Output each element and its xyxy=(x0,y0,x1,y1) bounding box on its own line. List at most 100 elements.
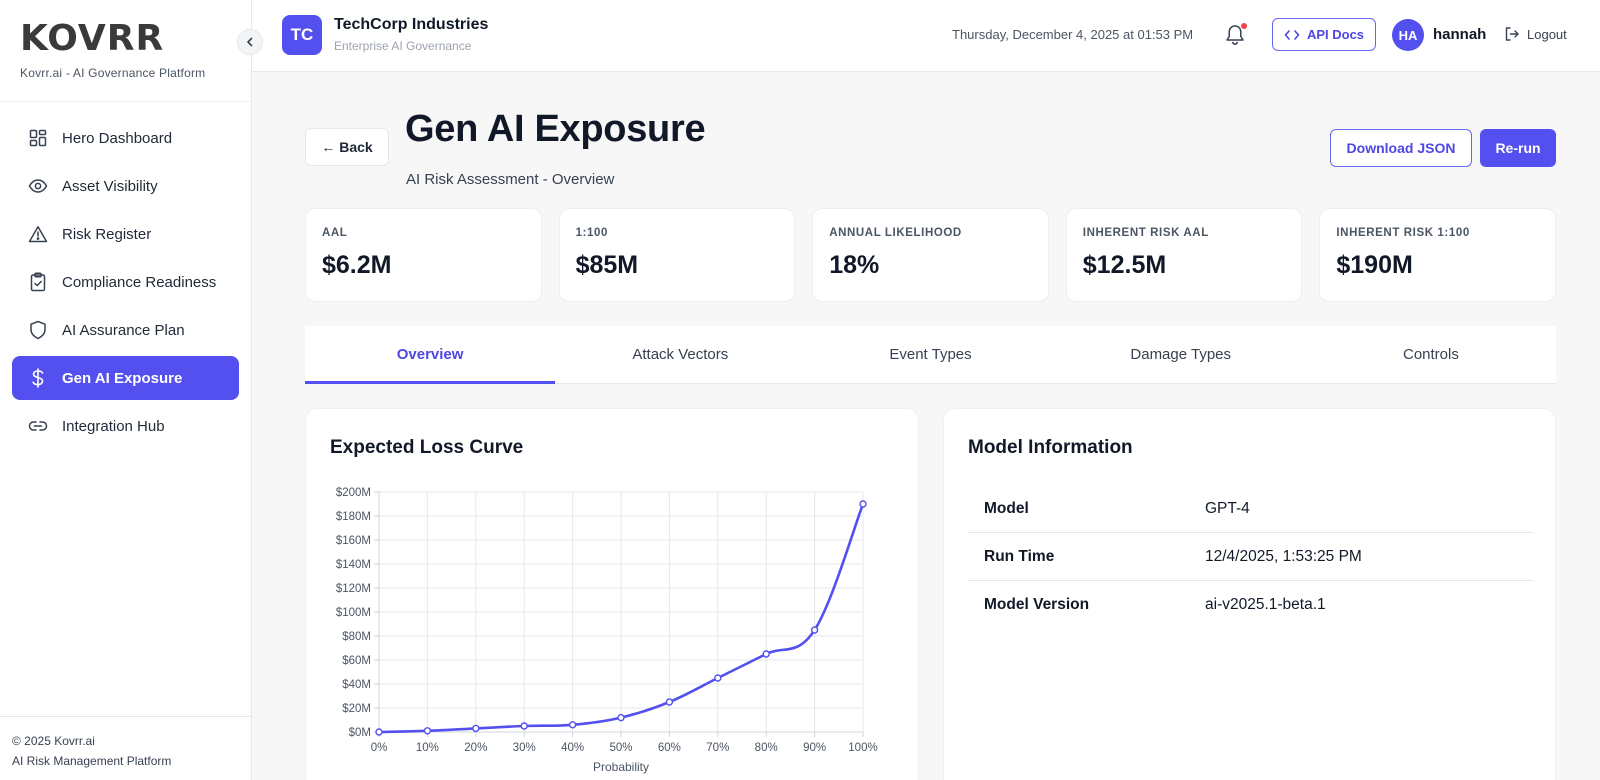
y-tick-label: $200M xyxy=(336,487,371,499)
sidebar-item-label: Asset Visibility xyxy=(62,177,158,195)
data-point xyxy=(520,722,528,730)
sidebar-item-hero-dashboard[interactable]: Hero Dashboard xyxy=(12,116,239,160)
data-point xyxy=(423,727,432,735)
tab-controls[interactable]: Controls xyxy=(1402,346,1459,363)
back-button[interactable]: ← Back xyxy=(305,128,389,166)
logout-icon xyxy=(1505,27,1519,41)
metric-label: ANNUAL LIKELIHOOD xyxy=(829,227,962,239)
info-key: Run Time xyxy=(984,547,1055,565)
x-tick-label: 20% xyxy=(464,742,487,754)
logout-button[interactable]: Logout xyxy=(1504,26,1567,42)
sidebar-item-label: Risk Register xyxy=(62,225,152,243)
sidebar-footer: © 2025 Kovrr.ai AI Risk Management Platf… xyxy=(0,716,251,780)
metric-card-annual-likelihood: ANNUAL LIKELIHOOD 18% xyxy=(812,208,1049,302)
data-point xyxy=(472,724,480,733)
sidebar-nav: Hero Dashboard Asset Visibility Risk Reg… xyxy=(0,102,251,448)
x-tick-label: 40% xyxy=(561,742,584,754)
username[interactable]: hannah xyxy=(1433,26,1487,43)
data-point xyxy=(859,500,867,508)
data-point xyxy=(714,674,722,682)
org-badge[interactable]: TC xyxy=(282,15,322,55)
page-subtitle: AI Risk Assessment - Overview xyxy=(406,171,615,188)
current-datetime: Thursday, December 4, 2025 at 01:53 PM xyxy=(952,27,1194,42)
info-value: ai-v2025.1-beta.1 xyxy=(1205,596,1326,613)
expected-loss-card: Expected Loss Curve $0M $20M $40M $60M $80M $… xyxy=(305,408,919,780)
x-tick-label: 30% xyxy=(513,742,536,754)
link-icon xyxy=(28,416,48,436)
data-point xyxy=(568,721,577,729)
x-axis-label: Probability xyxy=(593,760,649,774)
metrics-row: AAL $6.2M 1:100 $85M ANNUAL LIKELIHOOD 1… xyxy=(305,208,1556,302)
info-value: GPT-4 xyxy=(1205,499,1250,517)
expected-loss-chart: $0M $20M $40M $60M $80M $100M $120M $140M $160M $… xyxy=(336,487,878,774)
copyright-text: © 2025 Kovrr.ai xyxy=(12,734,95,748)
metric-label: AAL xyxy=(322,227,348,239)
tab-damage-types[interactable]: Damage Types xyxy=(1130,346,1232,363)
notifications-button[interactable] xyxy=(1224,23,1248,47)
user-avatar[interactable]: HA xyxy=(1392,19,1424,51)
rerun-button[interactable]: Re-run xyxy=(1480,129,1556,167)
api-docs-label: API Docs xyxy=(1306,27,1365,42)
chevron-left-icon xyxy=(247,37,253,47)
tab-event-types[interactable]: Event Types xyxy=(889,346,972,363)
metric-card-inherent-risk-1-100: INHERENT RISK 1:100 $190M xyxy=(1319,208,1556,302)
x-tick-label: 50% xyxy=(609,742,632,754)
brand-subtitle: Kovrr.ai - AI Governance Platform xyxy=(20,66,206,80)
metric-value: $190M xyxy=(1336,251,1413,279)
model-information-card: Model Information Model GPT-4 Run Time 1… xyxy=(943,408,1556,780)
y-tick-label: $180M xyxy=(336,511,371,523)
y-tick-label: $100M xyxy=(336,607,371,619)
table-row: Run Time 12/4/2025, 1:53:25 PM xyxy=(968,533,1533,581)
y-tick-label: $40M xyxy=(342,679,371,691)
code-icon xyxy=(1284,29,1300,40)
dollar-icon xyxy=(28,368,48,388)
sidebar-item-risk-register[interactable]: Risk Register xyxy=(12,212,239,256)
y-tick-label: $140M xyxy=(336,559,371,571)
x-tick-label: 90% xyxy=(803,742,826,754)
brand-area: KOVRR Kovrr.ai - AI Governance Platform xyxy=(0,0,263,102)
sidebar-item-label: AI Assurance Plan xyxy=(62,321,185,339)
page-title: Gen AI Exposure xyxy=(405,108,706,150)
sidebar-item-compliance-readiness[interactable]: Compliance Readiness xyxy=(12,260,239,304)
y-tick-label: $120M xyxy=(336,583,371,595)
tab-overview[interactable]: Overview xyxy=(305,326,556,384)
top-header: TC TechCorp Industries Enterprise AI Gov… xyxy=(252,0,1600,72)
download-json-button[interactable]: Download JSON xyxy=(1330,129,1472,167)
y-tick-label: $80M xyxy=(342,631,371,643)
footer-tagline: AI Risk Management Platform xyxy=(12,754,172,768)
data-point xyxy=(810,626,819,634)
sidebar-item-gen-ai-exposure[interactable]: Gen AI Exposure xyxy=(12,356,239,400)
series-line xyxy=(378,503,865,734)
sidebar-item-integration-hub[interactable]: Integration Hub xyxy=(12,404,239,448)
y-tick-label: $0M xyxy=(349,727,371,739)
org-subtitle: Enterprise AI Governance xyxy=(334,39,472,53)
data-point xyxy=(375,728,383,736)
x-tick-label: 80% xyxy=(755,742,778,754)
sidebar-item-label: Gen AI Exposure xyxy=(62,369,183,387)
warning-icon xyxy=(28,224,48,244)
y-tick-label: $60M xyxy=(342,655,371,667)
sidebar-item-ai-assurance-plan[interactable]: AI Assurance Plan xyxy=(12,308,239,352)
api-docs-button[interactable]: API Docs xyxy=(1272,18,1376,51)
metric-label: 1:100 xyxy=(575,227,609,239)
x-tick-label: 60% xyxy=(658,742,681,754)
tab-attack-vectors[interactable]: Attack Vectors xyxy=(632,346,729,363)
table-row: Model GPT-4 xyxy=(968,485,1533,533)
model-info-title: Model Information xyxy=(968,437,1133,458)
metric-card-aal: AAL $6.2M xyxy=(305,208,542,302)
sidebar-item-label: Compliance Readiness xyxy=(62,273,217,291)
chart-title: Expected Loss Curve xyxy=(330,437,524,458)
x-tick-label: 70% xyxy=(706,742,729,754)
table-row: Model Version ai-v2025.1-beta.1 xyxy=(968,581,1533,629)
collapse-sidebar-button[interactable] xyxy=(237,29,263,55)
clipboard-check-icon xyxy=(28,272,48,292)
metric-value: $6.2M xyxy=(322,251,392,279)
metric-value: 18% xyxy=(829,251,880,279)
kovrr-logo[interactable]: KOVRR xyxy=(20,18,165,59)
data-point xyxy=(617,713,625,722)
info-key: Model Version xyxy=(984,596,1090,613)
sidebar-item-label: Hero Dashboard xyxy=(62,129,173,147)
metric-value: $12.5M xyxy=(1082,251,1167,279)
bell-icon xyxy=(1226,25,1244,45)
sidebar-item-asset-visibility[interactable]: Asset Visibility xyxy=(12,164,239,208)
